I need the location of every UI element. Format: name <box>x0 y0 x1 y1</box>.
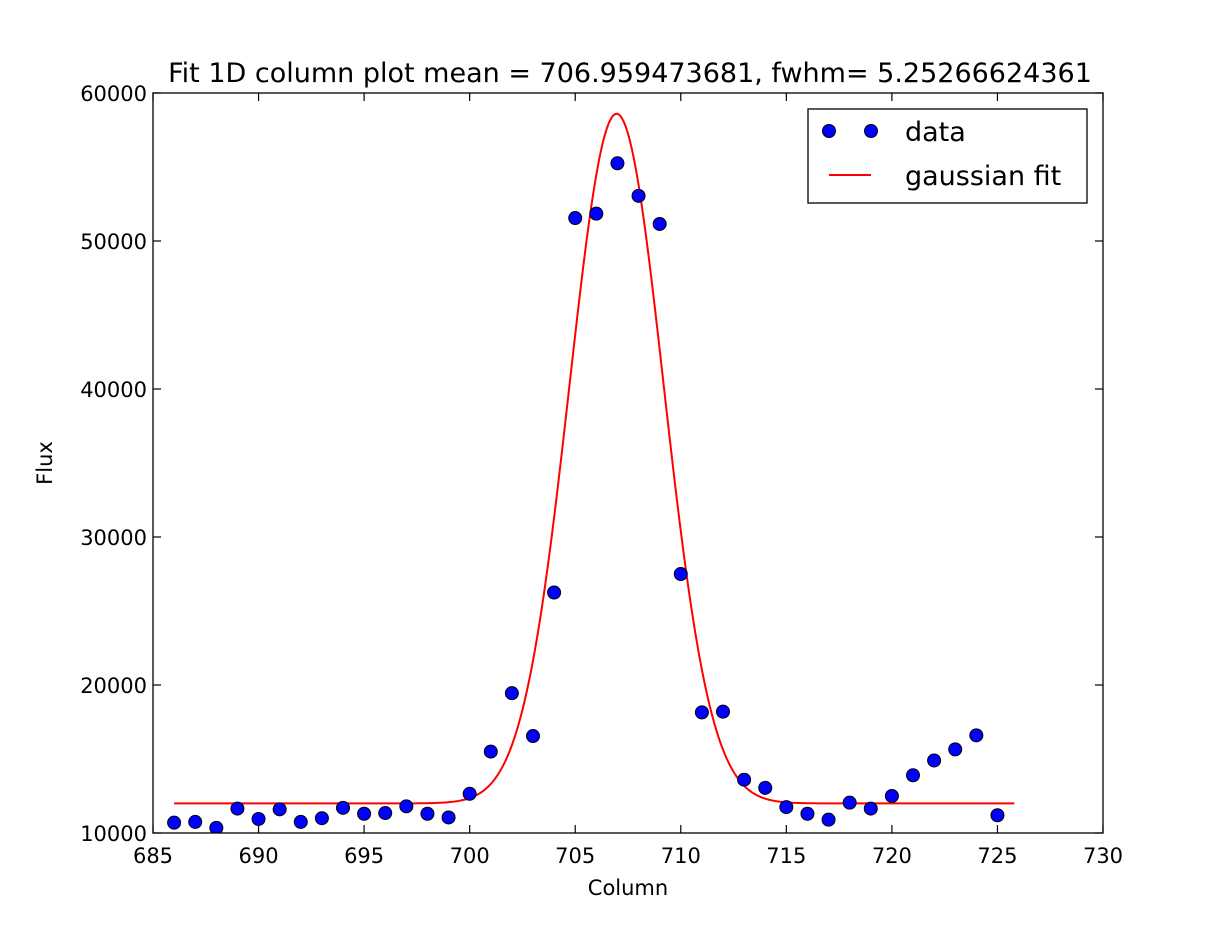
chart-title: Fit 1D column plot mean = 706.959473681,… <box>168 58 1092 89</box>
x-tick-label: 685 <box>133 844 173 868</box>
legend-label-data: data <box>905 117 966 148</box>
legend-data-marker-left <box>822 124 836 138</box>
x-tick-label: 710 <box>661 844 701 868</box>
data-point <box>673 567 688 581</box>
x-tick-label: 730 <box>1083 844 1123 868</box>
plot-area <box>152 92 1104 834</box>
data-point <box>399 799 414 814</box>
x-tick-label: 715 <box>766 844 806 868</box>
data-point <box>884 789 899 803</box>
y-tick-label: 30000 <box>80 526 147 550</box>
x-tick-label: 700 <box>450 844 490 868</box>
x-tick-label: 720 <box>872 844 912 868</box>
data-point <box>504 686 519 701</box>
data-point <box>336 800 350 815</box>
data-points-layer <box>167 156 1005 833</box>
data-point <box>969 728 984 743</box>
plot-frame <box>152 92 1104 834</box>
y-tick-label: 40000 <box>80 378 147 402</box>
legend-data-marker-right <box>864 124 878 138</box>
x-tick-label: 695 <box>344 844 384 868</box>
data-point <box>462 786 477 801</box>
data-point <box>314 811 329 826</box>
data-point <box>842 795 857 810</box>
data-point <box>188 814 203 829</box>
x-tick-label: 725 <box>977 844 1017 868</box>
data-point <box>547 585 562 600</box>
x-tick-label: 705 <box>555 844 595 868</box>
data-point <box>272 802 287 817</box>
data-point <box>568 211 583 226</box>
y-tick-label: 50000 <box>80 230 147 254</box>
x-tick-label: 690 <box>239 844 279 868</box>
data-point <box>779 800 794 815</box>
data-point <box>990 808 1005 823</box>
data-point <box>441 810 456 825</box>
data-point <box>167 815 182 830</box>
data-point <box>357 806 372 821</box>
data-point <box>652 216 667 231</box>
x-axis-label: Column <box>588 876 668 900</box>
plot-background <box>153 93 1103 833</box>
y-tick-label: 10000 <box>80 822 147 846</box>
data-point <box>251 811 266 826</box>
data-point <box>821 812 836 827</box>
y-axis-label: Flux <box>33 441 57 485</box>
y-tick-label: 60000 <box>80 82 147 106</box>
data-point <box>631 188 646 203</box>
legend-label-gaussian-fit: gaussian fit <box>905 161 1061 192</box>
data-point <box>927 753 942 768</box>
data-point <box>209 820 224 833</box>
data-point <box>863 801 878 816</box>
data-point <box>716 704 730 719</box>
data-point <box>758 780 773 795</box>
data-point <box>906 768 920 783</box>
data-point <box>694 705 709 720</box>
data-point <box>610 156 625 171</box>
data-point <box>293 814 308 829</box>
y-tick-label: 20000 <box>80 674 147 698</box>
data-point <box>230 801 245 816</box>
legend: data gaussian fit <box>807 108 1088 204</box>
data-point <box>378 806 393 821</box>
data-point <box>948 742 963 757</box>
y-tick-labels: 10000 20000 30000 40000 50000 60000 <box>80 82 147 846</box>
data-point <box>589 206 604 221</box>
data-point <box>483 744 498 759</box>
legend-box <box>807 108 1088 204</box>
x-tick-labels: 685 690 695 700 705 710 715 720 725 730 <box>133 844 1123 868</box>
data-point <box>420 806 435 821</box>
data-point <box>800 806 815 821</box>
data-point <box>526 729 540 744</box>
data-point <box>737 772 752 787</box>
